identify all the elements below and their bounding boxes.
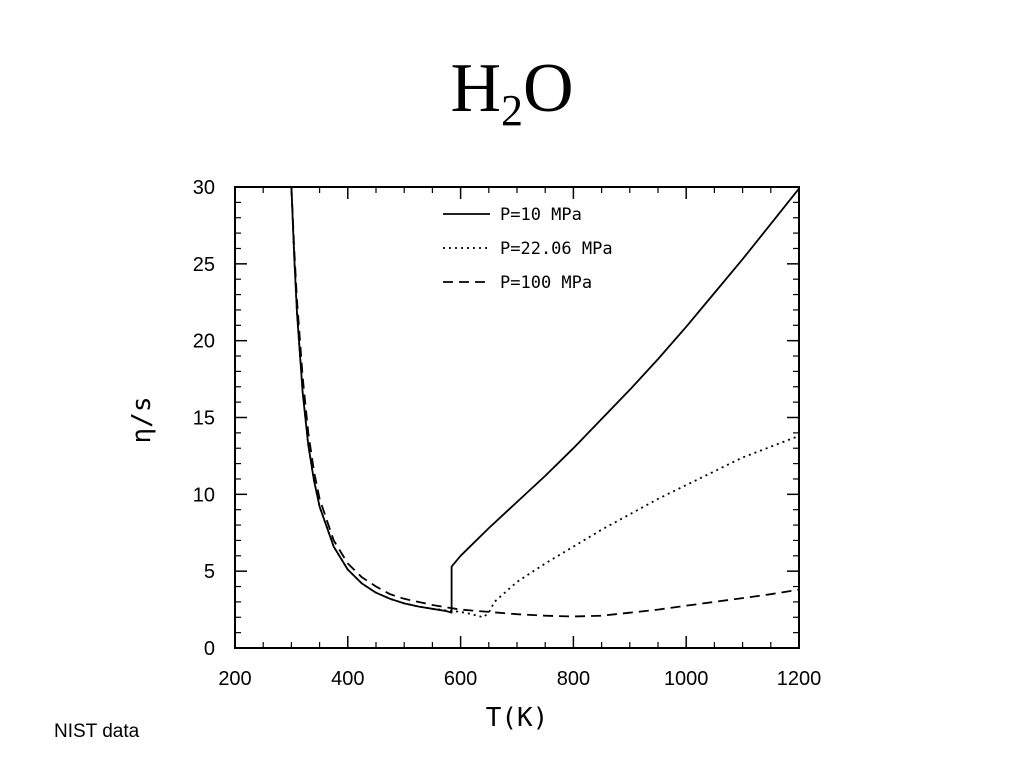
- x-tick-label: 1000: [664, 668, 709, 690]
- legend-label: P=10 MPa: [500, 205, 582, 225]
- legend: P=10 MPa P=22.06 MPa P=100 MPa: [443, 205, 613, 293]
- series-line-dotted: [290, 187, 799, 619]
- title-main: H: [450, 50, 501, 127]
- series-lines: [290, 187, 799, 619]
- y-tick-label: 30: [193, 177, 215, 199]
- title-subscript: 2: [501, 86, 523, 135]
- y-tick-label: 0: [204, 638, 215, 660]
- axis-ticks: [234, 186, 800, 649]
- x-tick-label: 1200: [777, 668, 822, 690]
- series-line-dashed: [290, 187, 799, 618]
- y-tick-label: 20: [193, 331, 215, 353]
- source-note: NIST data: [54, 721, 140, 742]
- y-tick-label: 5: [204, 561, 215, 583]
- x-tick-label: 200: [218, 668, 251, 690]
- y-axis-label: η/s: [127, 397, 157, 444]
- legend-label: P=22.06 MPa: [500, 239, 613, 259]
- title-end: O: [523, 50, 574, 127]
- x-tick-label: 600: [444, 668, 477, 690]
- x-axis-label: T(K): [486, 703, 549, 733]
- x-tick-label: 800: [557, 668, 590, 690]
- x-tick-label: 400: [331, 668, 364, 690]
- slide-title: H2O: [0, 44, 1024, 134]
- y-tick-label: 25: [193, 254, 215, 276]
- y-tick-label: 10: [193, 484, 215, 506]
- legend-label: P=100 MPa: [500, 273, 592, 293]
- y-tick-label: 15: [193, 408, 215, 430]
- axis-tick-labels: 200 400 600 800 1000 1200 0 5 10 15 20 25 30: [193, 177, 822, 690]
